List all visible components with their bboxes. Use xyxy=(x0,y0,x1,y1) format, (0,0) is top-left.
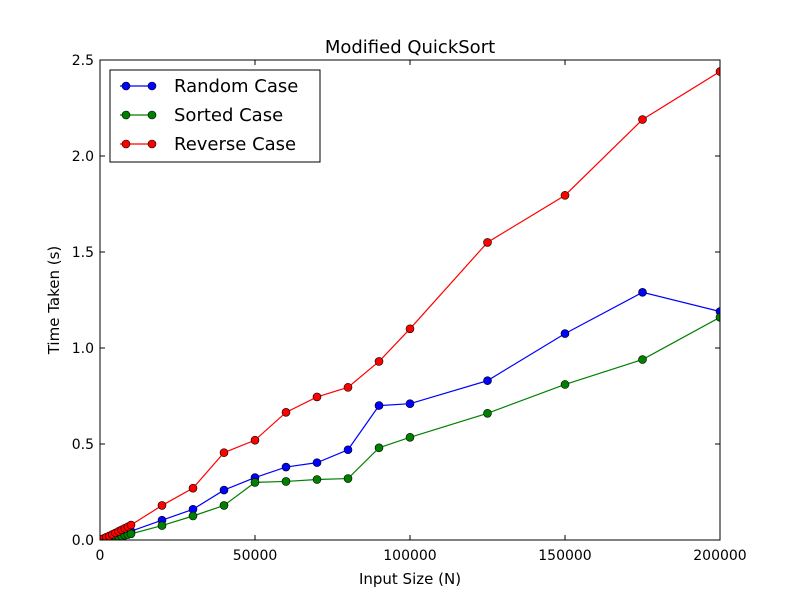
data-point xyxy=(715,67,720,76)
data-point xyxy=(374,357,384,366)
y-tick-label: 2.5 xyxy=(72,53,94,69)
data-point xyxy=(560,380,570,389)
data-point xyxy=(374,443,384,453)
y-axis-label: Time Taken (s) xyxy=(45,246,63,356)
data-point xyxy=(312,458,322,467)
data-point xyxy=(343,383,353,392)
data-point xyxy=(560,329,570,338)
data-point xyxy=(157,521,167,530)
legend-marker xyxy=(147,81,157,91)
data-point xyxy=(188,511,198,521)
data-point xyxy=(250,435,260,445)
data-point xyxy=(560,191,570,200)
data-point xyxy=(483,376,492,385)
y-tick-label: 0.5 xyxy=(72,437,94,453)
legend-label: Reverse Case xyxy=(174,134,296,155)
data-point xyxy=(126,520,136,530)
x-axis-label: Input Size (N) xyxy=(359,570,461,588)
data-point xyxy=(219,501,229,510)
series-layer xyxy=(100,67,720,540)
legend-marker xyxy=(121,110,131,120)
x-tick-label: 100000 xyxy=(383,548,436,564)
legend-marker xyxy=(121,139,131,149)
data-point xyxy=(312,392,322,402)
legend-marker xyxy=(121,81,131,91)
data-point xyxy=(219,485,229,495)
data-point xyxy=(157,501,167,510)
data-point xyxy=(405,324,415,334)
data-point xyxy=(343,474,353,483)
data-point xyxy=(188,483,198,493)
data-point xyxy=(638,288,647,297)
data-point xyxy=(343,445,353,455)
y-tick-label: 1.0 xyxy=(72,341,94,357)
x-tick-label: 200000 xyxy=(693,548,746,564)
data-point xyxy=(312,475,322,484)
data-point xyxy=(281,477,291,486)
legend-label: Sorted Case xyxy=(174,105,283,126)
legend-box xyxy=(109,69,321,163)
data-point xyxy=(250,478,260,487)
data-point xyxy=(281,408,291,417)
y-tick-label: 0.0 xyxy=(72,533,94,549)
data-point xyxy=(715,312,720,322)
data-point xyxy=(638,355,647,364)
y-tick-label: 1.5 xyxy=(72,245,94,261)
legend-label: Random Case xyxy=(174,76,298,97)
data-point xyxy=(483,408,492,418)
x-tick-label: 150000 xyxy=(538,548,591,564)
y-tick-label: 2.0 xyxy=(72,149,94,165)
legend-marker xyxy=(147,110,157,120)
chart-title: Modified QuickSort xyxy=(325,37,495,58)
data-point xyxy=(219,448,229,457)
data-point xyxy=(638,115,647,124)
data-point xyxy=(126,529,136,539)
data-point xyxy=(374,401,384,410)
x-tick-label: 50000 xyxy=(233,548,278,564)
ticks-layer: 0 50000 100000 150000 200000 0.0 0.5 1.0 1.5 2.0 2… xyxy=(72,53,747,564)
data-point xyxy=(405,432,415,442)
data-point xyxy=(483,238,492,247)
legend: Random Case Sorted Case Reverse Case xyxy=(109,69,321,163)
x-tick-label: 0 xyxy=(96,548,105,564)
data-point xyxy=(405,399,415,408)
data-point xyxy=(281,462,291,472)
legend-marker xyxy=(147,139,157,149)
